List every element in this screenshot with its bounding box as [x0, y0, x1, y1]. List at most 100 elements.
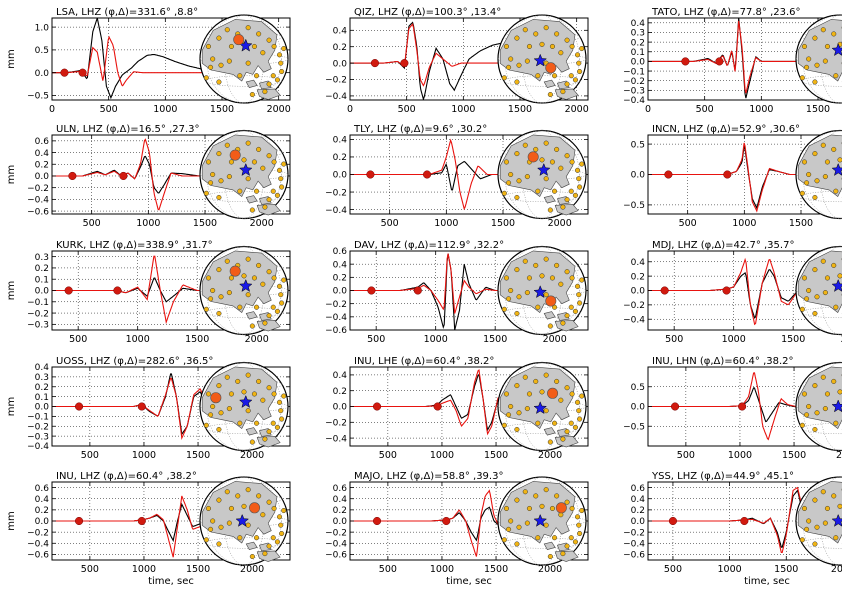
globe-station-dot-7-22 [535, 304, 541, 310]
globe-station-dot-5-17 [824, 159, 831, 165]
ytick-label-12-3: 0.0 [35, 517, 50, 527]
globe-station-dot-4-18 [539, 157, 545, 163]
xtick-label-13-3: 2000 [538, 564, 562, 575]
globe-station-dot-0-21 [245, 60, 251, 66]
globe-station-dot-9-22 [237, 420, 243, 426]
globe-station-dot-12-27 [216, 541, 222, 547]
globe-station-dot-7-10 [577, 300, 583, 306]
globe-latitude-5-2 [801, 190, 842, 203]
globe-station-dot-13-28 [547, 553, 553, 560]
globe-station-dot-8-18 [837, 273, 842, 279]
globe-land-3-1 [245, 195, 258, 204]
ytick-label-9-8: 0.4 [35, 363, 50, 373]
globe-latitude-8-0 [801, 262, 842, 275]
globe-station-dot-6-1 [216, 267, 222, 273]
globe-station-dot-10-14 [506, 412, 512, 418]
panel-title-12: INU, LHZ (φ,Δ)=60.4° ,38.2° [56, 471, 197, 482]
globe-station-dot-10-23 [551, 420, 558, 426]
xtick-label-9-0: 500 [81, 450, 99, 461]
panel-1: 0 500 1000 1500 2000 −0.4 −0.2 0.0 0.2 0.4 QIZ, LH… [325, 7, 589, 115]
globe-station-dot-13-27 [514, 541, 520, 547]
ytick-label-9-4: 0.0 [35, 403, 50, 413]
ytick-label-14-5: 0.4 [631, 495, 646, 505]
globe-station-dot-6-12 [270, 304, 276, 310]
globe-station-dot-12-22 [237, 535, 243, 541]
xtick-label-4-0: 500 [381, 218, 399, 229]
globe-land-1-1 [543, 79, 556, 88]
ytick-label-3-2: −0.2 [27, 184, 49, 194]
globe-meridian-14-0 [819, 476, 842, 566]
globe-station-dot-9-26 [203, 422, 209, 428]
globe-station-dot-3-8 [276, 167, 283, 173]
globe-station-dot-9-9 [278, 408, 284, 414]
globe-station-dot-13-12 [568, 535, 574, 541]
globe-station-dot-13-14 [506, 526, 512, 532]
globe-station-dot-3-2 [224, 142, 230, 148]
globe-station-dot-6-23 [253, 304, 260, 310]
globe-station-dot-1-10 [577, 68, 583, 75]
xtick-label-3-2: 1500 [193, 218, 217, 229]
globe-station-dot-8-16 [822, 290, 828, 296]
globe-latitude-9-0 [205, 378, 283, 391]
arrival-marker-2-0 [681, 57, 690, 66]
ytick-label-3-5: 0.4 [35, 149, 50, 159]
globe-station-dot-10-22 [535, 420, 541, 426]
ytick-label-2-7: 0.3 [631, 29, 645, 39]
globe-land-5-0 [797, 134, 842, 197]
xlabel-14: time, sec [744, 576, 790, 587]
panel-frame-0 [51, 17, 291, 101]
station-marker-10 [547, 387, 559, 399]
ytick-label-10-3: 0.2 [333, 387, 347, 397]
globe-station-dot-7-19 [549, 275, 556, 281]
globe-station-dot-12-1 [216, 497, 222, 503]
xtick-label-0-1: 500 [100, 104, 118, 115]
panel-title-8: MDJ, LHZ (φ,Δ)=42.7° ,35.7° [652, 240, 794, 251]
globe-station-dot-7-0 [503, 275, 510, 281]
synthetic-trace-1 [350, 23, 525, 87]
globe-station-dot-10-26 [501, 422, 507, 428]
ytick-label-4-1: −0.2 [325, 188, 347, 198]
station-marker-0 [233, 34, 245, 46]
xtick-label-7-2: 1500 [483, 334, 507, 345]
ytick-label-8-1: −0.2 [623, 301, 645, 311]
globe-station-dot-13-22 [535, 535, 541, 541]
globe-station-dot-14-0 [801, 505, 808, 512]
globe-station-dot-10-11 [572, 424, 578, 430]
panel-13: 500 1000 1500 2000 −0.6 −0.4−0.20.00.20.40.6 M… [325, 471, 589, 587]
globe-station-dot-10-17 [526, 391, 533, 397]
globe-station-dot-10-18 [539, 389, 545, 395]
ylabel-9: mm [6, 397, 17, 416]
ytick-label-13-2: −0.2 [325, 528, 347, 538]
globe-station-dot-9-16 [226, 406, 232, 412]
globe-station-dot-13-4 [543, 487, 549, 493]
panel-plot-area-1 [350, 21, 525, 100]
globe-station-dot-9-25 [262, 436, 268, 442]
xtick-label-7-1: 1000 [424, 334, 448, 345]
xtick-label-14-1: 1000 [718, 564, 742, 575]
globe-station-dot-1-26 [501, 75, 507, 81]
globe-station-dot-9-21 [245, 408, 251, 414]
globe-station-dot-8-2 [820, 258, 826, 264]
globe-station-dot-13-10 [577, 530, 583, 537]
globe-station-dot-8-27 [812, 310, 818, 317]
globe-station-dot-12-13 [210, 518, 216, 524]
ytick-label-13-1: −0.4 [325, 539, 347, 549]
globe-station-dot-6-21 [245, 292, 251, 298]
globe-station-dot-9-7 [271, 391, 277, 397]
panel-9: 500 1000 1500 2000 −0.4−0.3−0.2−0.10.00.10.2… [6, 356, 291, 461]
ytick-label-2-0: −0.4 [623, 96, 645, 106]
arrival-marker-3-0 [68, 171, 77, 181]
globe-station-dot-1-25 [560, 89, 566, 95]
epicenter-star-4 [536, 162, 551, 176]
globe-station-dot-7-18 [539, 273, 545, 279]
globe-station-dot-3-0 [205, 159, 212, 165]
globe-latitude-2-0 [801, 31, 842, 43]
globe-station-dot-9-18 [241, 389, 247, 395]
globe-station-dot-0-5 [256, 31, 262, 37]
ytick-label-0-3: 1.0 [35, 23, 50, 33]
ytick-label-14-6: 0.6 [631, 484, 646, 494]
ytick-label-10-1: −0.2 [325, 419, 347, 429]
arrival-marker-6-0 [64, 286, 73, 295]
xtick-label-8-1: 1000 [722, 334, 746, 345]
